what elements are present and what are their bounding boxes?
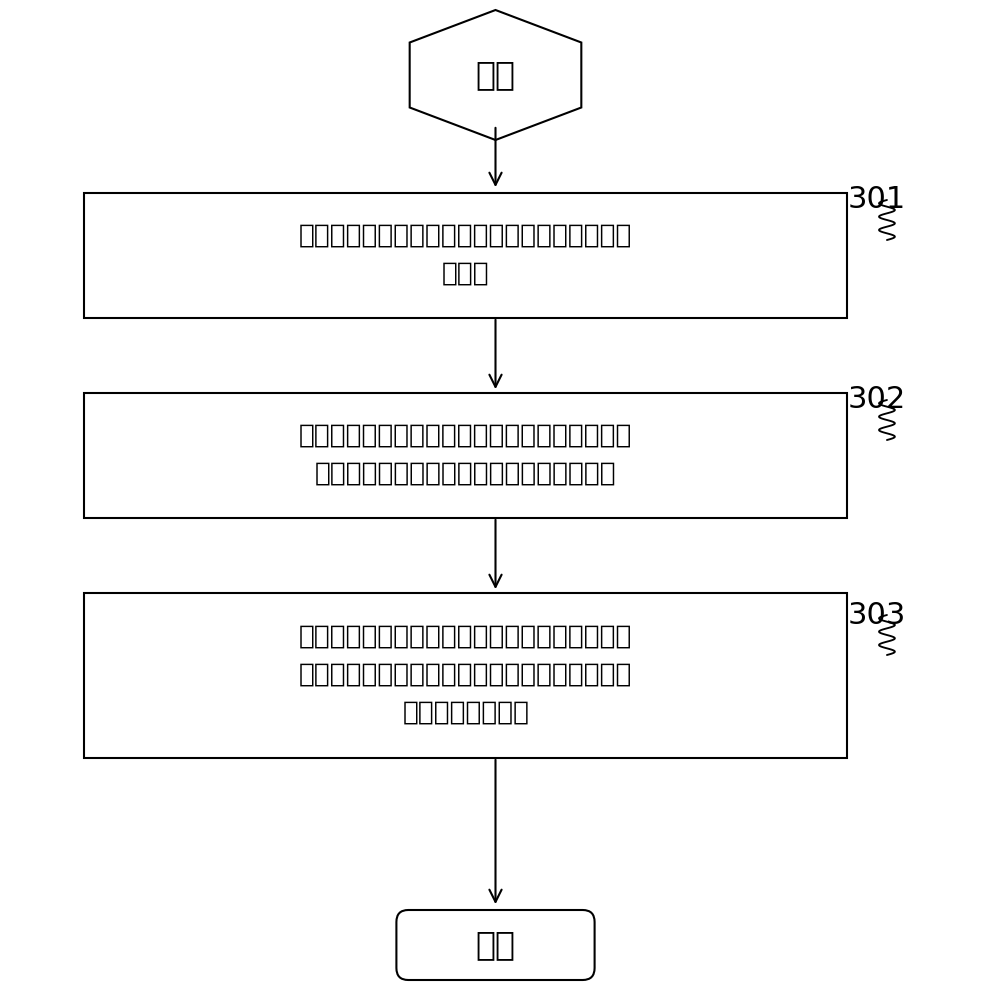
- Text: 301: 301: [848, 186, 906, 215]
- Text: 303: 303: [848, 600, 906, 630]
- Text: 控制图像采集器对待测物体进行图像采集，分别
得到与每一相移条纹图对应的第一虚像图像: 控制图像采集器对待测物体进行图像采集，分别 得到与每一相移条纹图对应的第一虚像图…: [299, 423, 632, 487]
- Text: 基于曲面显示屏与图像采集器之间的相对位姿关
系及第一虚像图像，采用相位偏折术对待测物体
进行三维面型重建: 基于曲面显示屏与图像采集器之间的相对位姿关 系及第一虚像图像，采用相位偏折术对待…: [299, 624, 632, 726]
- Text: 开始: 开始: [476, 58, 515, 92]
- Text: 302: 302: [848, 385, 906, 414]
- Bar: [84, 592, 847, 758]
- FancyBboxPatch shape: [396, 910, 595, 980]
- Text: 在曲面显示屏上对设定数量的相移条纹图进行依
次显示: 在曲面显示屏上对设定数量的相移条纹图进行依 次显示: [299, 223, 632, 287]
- Bar: [84, 392, 847, 518]
- Bar: [84, 192, 847, 318]
- Text: 结束: 结束: [476, 928, 515, 962]
